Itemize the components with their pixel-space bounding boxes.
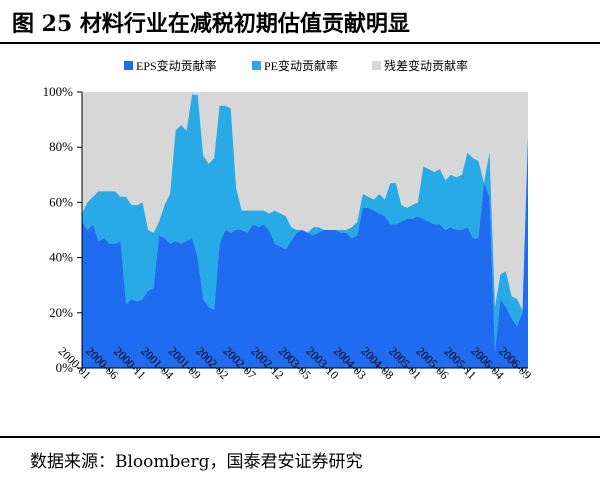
area-eps — [82, 136, 528, 368]
legend-label: 残差变动贡献率 — [384, 58, 468, 73]
legend-label: EPS变动贡献率 — [136, 58, 217, 73]
y-tick-label: 20% — [49, 305, 73, 320]
legend-swatch — [252, 61, 261, 70]
y-tick-label: 0% — [56, 360, 74, 375]
legend-swatch — [124, 61, 133, 70]
y-tick-label: 100% — [43, 84, 74, 99]
legend: EPS变动贡献率 PE变动贡献率 残差变动贡献率 — [124, 58, 468, 73]
legend-eps: EPS变动贡献率 — [124, 58, 217, 73]
legend-label: PE变动贡献率 — [264, 58, 338, 73]
legend-residual: 残差变动贡献率 — [372, 58, 468, 73]
source-note: 数据来源：Bloomberg，国泰君安证券研究 — [30, 452, 363, 472]
source-rule — [0, 436, 600, 438]
legend-swatch — [372, 61, 381, 70]
legend-pe: PE变动贡献率 — [252, 58, 338, 73]
page-title: 图 25 材料行业在减税初期估值贡献明显 — [12, 11, 410, 37]
y-axis-ticks: 0% 20% 40% 60% 80% 100% — [43, 84, 82, 375]
stacked-area-chart: EPS变动贡献率 PE变动贡献率 残差变动贡献率 0% 20% 40% 60% 80% 100… — [43, 58, 535, 382]
y-tick-label: 60% — [49, 194, 73, 209]
title-bar: 图 25 材料行业在减税初期估值贡献明显 — [0, 0, 600, 40]
area-pe — [82, 94, 528, 352]
title-rule — [0, 42, 600, 44]
y-tick-label: 80% — [49, 139, 73, 154]
y-tick-label: 40% — [49, 250, 73, 265]
axes — [81, 92, 528, 369]
plot-areas — [82, 92, 528, 368]
